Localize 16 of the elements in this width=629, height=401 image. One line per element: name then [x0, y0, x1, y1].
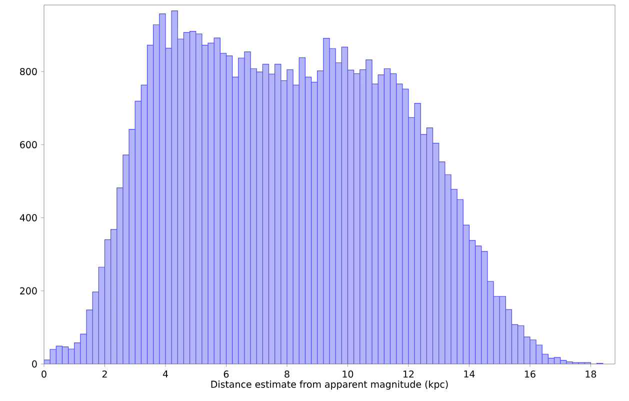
y-tick-label: 200	[20, 287, 37, 294]
x-tick-label: 0	[42, 370, 46, 378]
x-tick-label: 12	[404, 370, 414, 378]
y-tick-label: 400	[20, 214, 37, 222]
x-axis-title: Distance estimate from apparent magnitude (kpc)	[211, 380, 448, 390]
x-tick-label: 14	[464, 370, 475, 378]
x-tick-label: 4	[162, 370, 168, 378]
x-tick-label: 18	[586, 370, 596, 378]
y-tick-label: 0	[32, 360, 37, 368]
y-tick-label: 800	[20, 68, 37, 76]
x-tick-label: 6	[224, 370, 229, 378]
y-tick-label: 600	[20, 141, 37, 148]
x-tick-label: 2	[102, 370, 107, 378]
x-tick-label: 10	[342, 370, 354, 378]
x-tick-label: 16	[524, 370, 536, 378]
x-tick-label: 8	[284, 370, 290, 378]
